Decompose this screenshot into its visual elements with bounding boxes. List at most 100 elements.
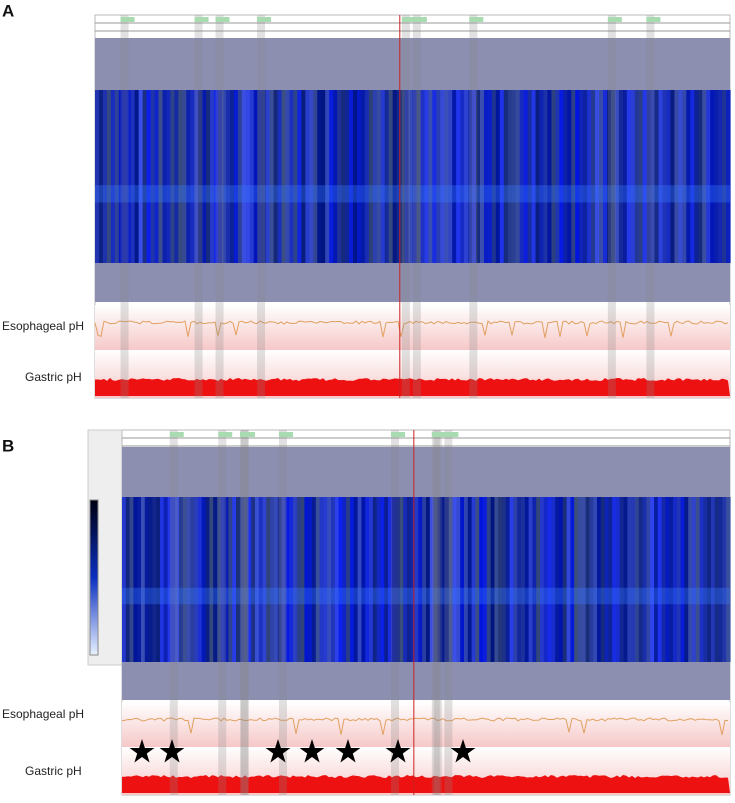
heatmap-stripe <box>110 90 116 263</box>
heatmap-stripe <box>570 497 575 662</box>
heatmap-stripe <box>566 497 571 662</box>
heatmap-stripe <box>503 90 509 263</box>
upper-band <box>122 447 730 497</box>
heatmap-stripe <box>412 90 418 263</box>
heatmap-stripe <box>610 90 616 263</box>
heatmap-stripe <box>201 497 207 662</box>
heatmap-stripe <box>702 90 707 263</box>
heatmap-stripe <box>349 90 354 263</box>
heatmap-stripe <box>627 497 632 662</box>
heatmap-stripe <box>498 497 503 662</box>
heatmap-stripe <box>448 497 454 662</box>
heatmap-stripe <box>392 90 398 263</box>
heatmap-stripe <box>563 90 568 263</box>
heatmap-stripe <box>622 90 628 263</box>
heatmap-stripe <box>448 90 453 263</box>
heatmap-stripe <box>206 90 211 263</box>
heatmap-stripe <box>612 497 617 662</box>
heatmap-stripe <box>384 90 390 263</box>
heatmap-stripe <box>543 90 549 263</box>
heatmap-stripe <box>277 497 283 662</box>
heatmap-stripe <box>245 90 251 263</box>
heatmap-stripe <box>722 90 727 263</box>
heatmap-stripe <box>650 90 656 263</box>
heatmap-stripe <box>150 90 156 263</box>
event-marker <box>607 17 622 22</box>
heatmap-stripe <box>384 497 389 662</box>
heatmap-stripe <box>205 497 210 662</box>
heatmap-stripe <box>416 90 422 263</box>
event-marker <box>218 432 233 437</box>
heatmap-stripe <box>258 497 264 662</box>
heatmap-stripe <box>218 90 223 263</box>
heatmap-stripe <box>502 497 507 662</box>
heatmap-stripe <box>505 497 511 662</box>
heatmap-stripe <box>694 90 699 263</box>
heatmap-stripe <box>579 90 584 263</box>
heatmap-stripe <box>707 497 712 662</box>
heatmap-stripe <box>293 497 298 662</box>
heatmap-stripe <box>122 90 128 263</box>
heatmap-stripe <box>630 90 636 263</box>
heatmap-stripe <box>361 497 366 662</box>
heatmap-stripe <box>665 497 670 662</box>
heatmap-stripe <box>408 90 414 263</box>
heatmap-stripe <box>118 90 124 263</box>
heatmap-stripe <box>555 497 560 662</box>
heatmap-stripe <box>658 90 664 263</box>
heatmap-stripe <box>418 497 423 662</box>
heatmap-stripe <box>241 90 247 263</box>
heatmap-stripe <box>581 497 587 662</box>
heatmap-stripe <box>692 497 697 662</box>
event-band <box>240 430 249 795</box>
heatmap-stripe <box>304 497 309 662</box>
heatmap-stripe <box>407 497 412 662</box>
heatmap-stripe <box>483 497 488 662</box>
heatmap-stripe <box>368 90 374 263</box>
heatmap-stripe <box>277 90 283 263</box>
event-band <box>169 430 178 795</box>
heatmap-stripe <box>243 497 248 662</box>
heatmap-stripe <box>587 90 592 263</box>
heatmap-stripe <box>345 90 350 263</box>
gastric-area <box>95 378 730 396</box>
heatmap-stripe <box>642 90 648 263</box>
heatmap-stripe <box>170 90 175 263</box>
heatmap-stripe <box>125 497 131 662</box>
heatmap-stripe <box>638 497 644 662</box>
heatmap-stripe <box>372 90 378 263</box>
heatmap-stripe <box>122 497 127 662</box>
heatmap-stripe <box>178 90 183 263</box>
star <box>299 739 325 763</box>
heatmap-stripe <box>380 90 386 263</box>
heatmap-stripe <box>437 497 442 662</box>
heatmap-stripe <box>654 497 659 662</box>
heatmap-stripe <box>236 497 241 662</box>
heatmap-stripe <box>699 497 704 662</box>
heatmap-stripe <box>274 497 279 662</box>
heatmap-stripe <box>523 90 529 263</box>
heatmap-stripe <box>486 497 492 662</box>
heatmap-stripe <box>593 497 598 662</box>
heatmap-stripe <box>396 90 402 263</box>
heatmap-stripe <box>499 90 505 263</box>
heatmap-stripe <box>464 497 469 662</box>
heatmap-stripe <box>670 90 676 263</box>
event-band <box>194 15 203 398</box>
heatmap-stripe <box>585 497 590 662</box>
heatmap-stripe <box>269 90 275 263</box>
heatmap-stripe <box>331 497 336 662</box>
heatmap-stripe <box>726 497 731 662</box>
heatmap-stripe <box>281 90 287 263</box>
heatmap-stripe <box>228 497 233 662</box>
heatmap-stripe <box>551 497 556 662</box>
heatmap-stripe <box>261 90 267 263</box>
heatmap-stripe <box>414 497 419 662</box>
heatmap-stripe <box>678 90 683 263</box>
heatmap-stripe <box>251 497 256 662</box>
heatmap-stripe <box>535 90 541 263</box>
heatmap-stripe <box>424 90 429 263</box>
heatmap-stripe <box>635 497 640 662</box>
event-marker <box>444 432 459 437</box>
heatmap-stripe <box>319 497 324 662</box>
